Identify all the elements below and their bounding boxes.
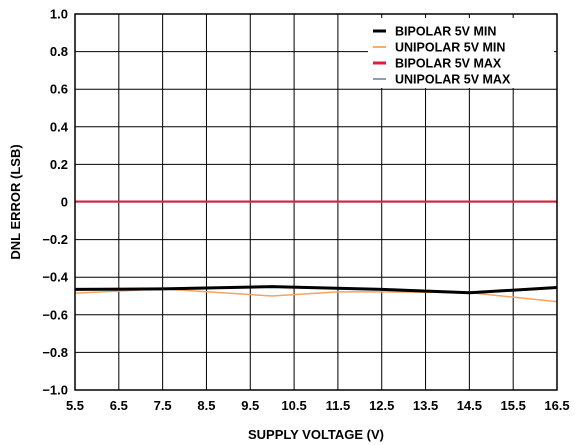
series-lines (74, 200, 558, 303)
legend-background (368, 18, 554, 88)
legend-label: UNIPOLAR 5V MAX (395, 73, 511, 87)
y-tick-label: 0.8 (50, 44, 68, 59)
y-tick-label: 1.0 (50, 7, 68, 22)
x-tick-label: 16.5 (544, 398, 569, 413)
x-tick-label: 14.5 (457, 398, 482, 413)
x-tick-label: 8.5 (197, 398, 215, 413)
x-tick-label: 13.5 (413, 398, 438, 413)
x-tick-label: 7.5 (154, 398, 172, 413)
x-tick-label: 9.5 (241, 398, 259, 413)
plot-frame (74, 13, 558, 391)
y-tick-label: −0.8 (42, 345, 68, 360)
x-tick-label: 12.5 (369, 398, 394, 413)
y-tick-labels: 1.0 0.8 0.6 0.4 0.2 0 −0.2 −0.4 −0.6 −0.8 −1.0 (42, 7, 68, 398)
y-tick-label: 0.6 (50, 82, 68, 97)
y-tick-label: 0 (61, 195, 68, 210)
x-tick-label: 5.5 (66, 398, 84, 413)
y-tick-label: 0.4 (50, 119, 69, 134)
x-axis-label: SUPPLY VOLTAGE (V) (248, 427, 384, 442)
legend-label: BIPOLAR 5V MAX (395, 57, 502, 71)
y-tick-label: −0.4 (42, 270, 68, 285)
y-tick-label: 0.2 (50, 157, 68, 172)
series-line-bipolar-5v-min (74, 285, 558, 295)
y-tick-label: −0.6 (42, 307, 68, 322)
x-tick-label: 10.5 (281, 398, 306, 413)
legend: BIPOLAR 5V MIN UNIPOLAR 5V MIN BIPOLAR 5V … (368, 18, 554, 88)
y-tick-label: −1.0 (42, 383, 68, 398)
y-tick-label: −0.2 (42, 232, 68, 247)
legend-label: UNIPOLAR 5V MIN (395, 41, 505, 55)
x-tick-label: 11.5 (326, 398, 351, 413)
x-tick-label: 15.5 (501, 398, 526, 413)
legend-label: BIPOLAR 5V MIN (395, 25, 496, 39)
x-tick-label: 6.5 (110, 398, 128, 413)
x-tick-labels: 5.5 6.5 7.5 8.5 9.5 10.5 11.5 12.5 13.5 14.5 15.5 1… (66, 398, 570, 413)
y-axis-label: DNL ERROR (LSB) (8, 144, 23, 259)
